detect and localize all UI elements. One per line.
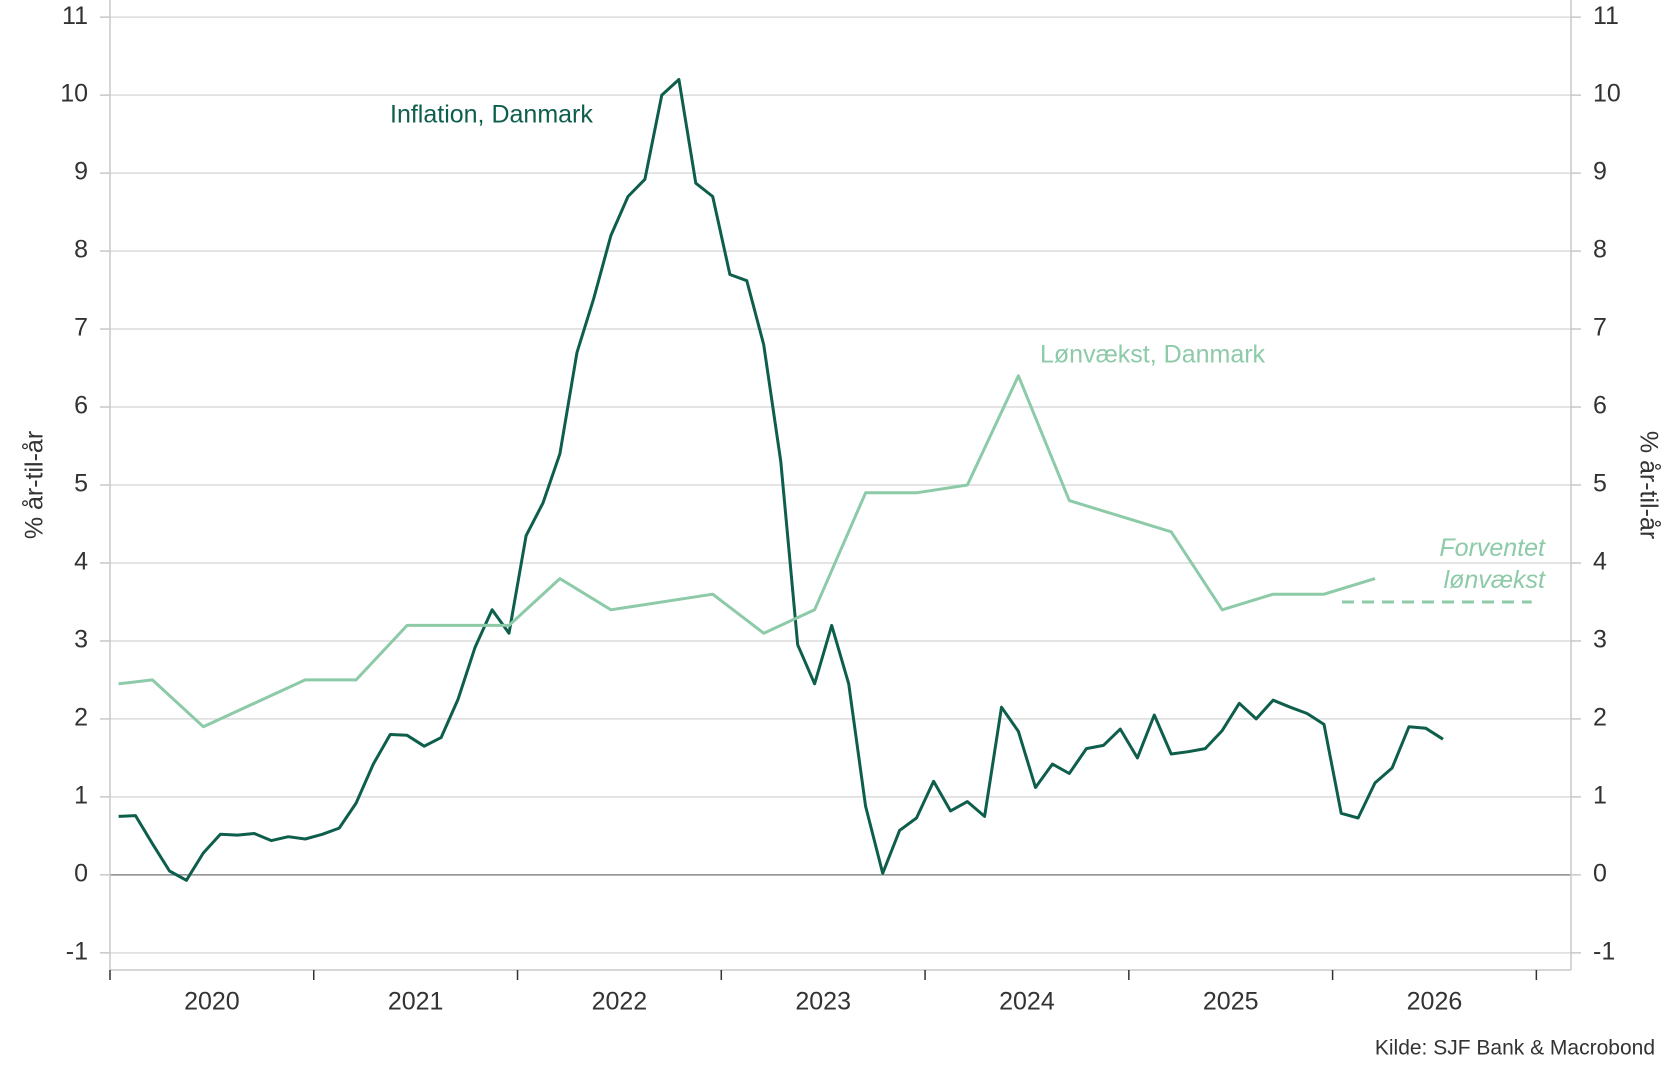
y2-tick-label: 1 <box>1593 782 1607 810</box>
y2-tick-label: -1 <box>1593 937 1615 965</box>
y2-tick-label: 10 <box>1593 80 1621 108</box>
series-line <box>118 78 1444 882</box>
y2-tick-label: 11 <box>1593 2 1619 30</box>
x-tick-label: 2026 <box>1407 988 1463 1016</box>
y2-tick-label: 8 <box>1593 236 1607 264</box>
y-tick-label: 4 <box>74 548 88 576</box>
y2-tick-label: 4 <box>1593 548 1607 576</box>
y2-tick-label: 3 <box>1593 626 1607 654</box>
y2-tick-label: 6 <box>1593 392 1607 420</box>
y-tick-label: 1 <box>74 782 88 810</box>
series-label: Inflation, Danmark <box>390 101 593 129</box>
y-tick-label: 11 <box>62 2 88 30</box>
y-tick-label: 10 <box>60 80 88 108</box>
y2-tick-label: 0 <box>1593 859 1607 887</box>
y2-tick-label: 9 <box>1593 158 1607 186</box>
y-tick-label: 0 <box>74 859 88 887</box>
series-label: Lønvækst, Danmark <box>1040 341 1266 369</box>
y-tick-label: 7 <box>74 314 88 342</box>
y-tick-label: 9 <box>74 158 88 186</box>
x-tick-label: 2020 <box>184 988 240 1016</box>
y2-tick-label: 5 <box>1593 470 1607 498</box>
x-tick-label: 2022 <box>592 988 648 1016</box>
y-tick-label: 6 <box>74 392 88 420</box>
y2-tick-label: 7 <box>1593 314 1607 342</box>
source: Kilde: SJF Bank & Macrobond <box>1375 1037 1655 1060</box>
x-tick-label: 2024 <box>999 988 1055 1016</box>
x-tick-label: 2023 <box>795 988 851 1016</box>
series-label: Forventet lønvækst <box>1439 534 1546 594</box>
y-tick-label: -1 <box>66 937 88 965</box>
y-tick-label: 5 <box>74 470 88 498</box>
x-tick-label: 2025 <box>1203 988 1259 1016</box>
series-line <box>118 374 1376 729</box>
y-tick-label: 3 <box>74 626 88 654</box>
y2-axis-title: % år-til-år <box>1634 431 1662 539</box>
x-tick-label: 2021 <box>388 988 444 1016</box>
y-tick-label: 2 <box>74 704 88 732</box>
y-tick-label: 8 <box>74 236 88 264</box>
y2-tick-label: 2 <box>1593 704 1607 732</box>
y-axis-title: % år-til-år <box>21 431 49 539</box>
